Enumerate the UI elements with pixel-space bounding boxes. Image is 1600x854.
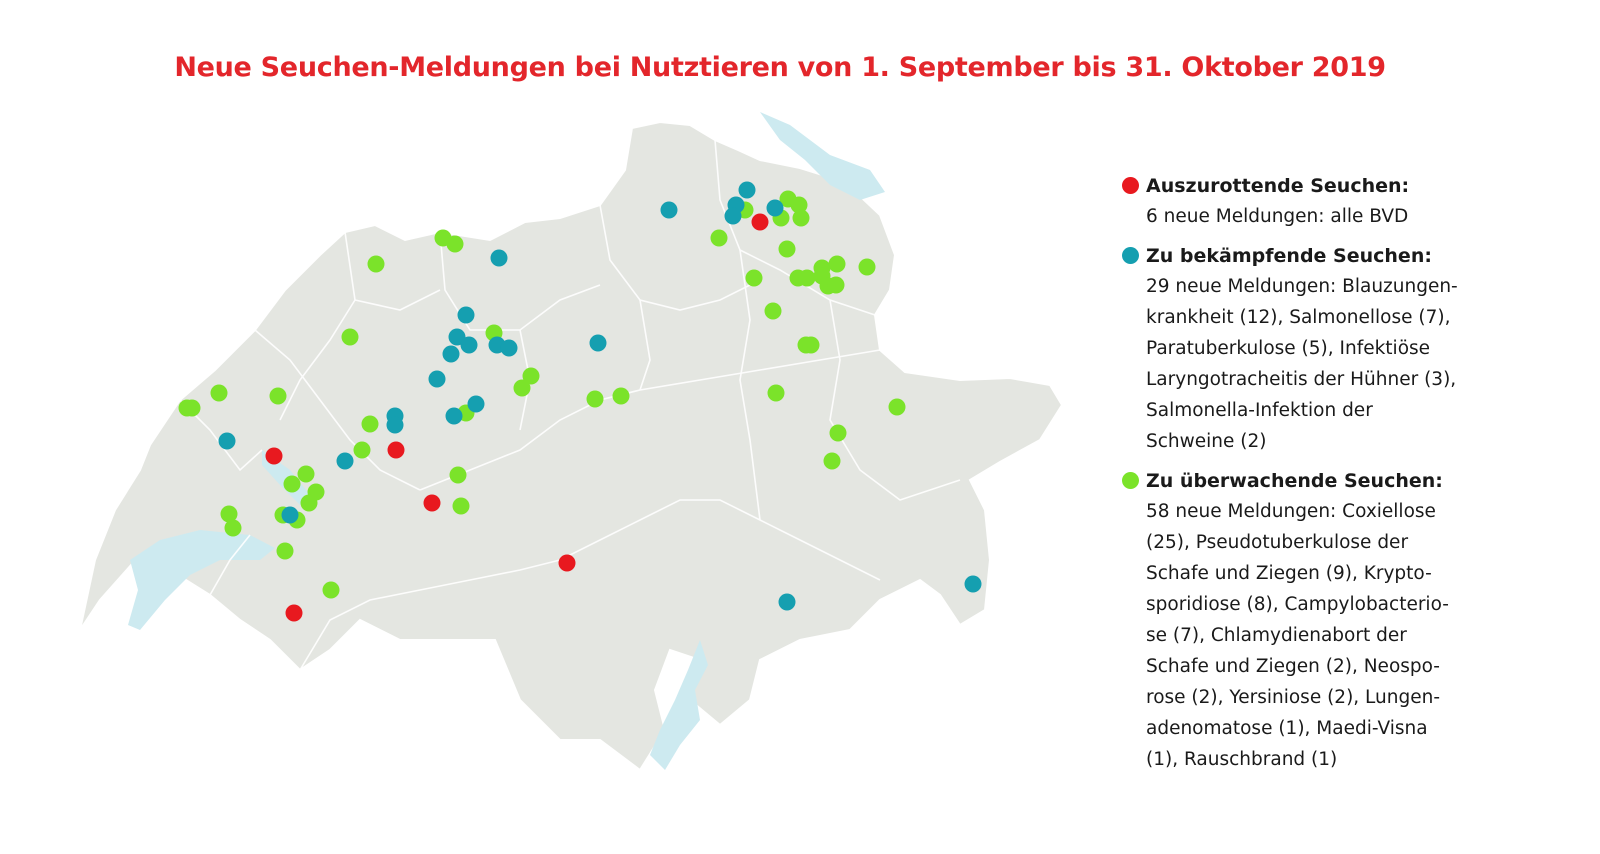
monitor-report-marker xyxy=(341,328,359,346)
monitor-report-marker xyxy=(778,240,796,258)
monitor-report-marker xyxy=(276,542,294,560)
combat-report-marker xyxy=(490,249,508,267)
monitor-report-marker xyxy=(522,367,540,385)
monitor-report-marker xyxy=(297,465,315,483)
canton-borders xyxy=(179,139,961,671)
monitor-report-marker xyxy=(767,384,785,402)
monitor-report-marker xyxy=(858,258,876,276)
country-shape xyxy=(79,120,1064,772)
switzerland-map xyxy=(79,112,1064,772)
monitor-report-marker xyxy=(220,505,238,523)
combat-report-marker xyxy=(218,432,236,450)
monitor-report-marker xyxy=(888,398,906,416)
lake-constance xyxy=(760,112,885,200)
legend-line: adenomatose (1), Maedi-Visna xyxy=(1146,718,1428,739)
monitor-report-marker xyxy=(283,475,301,493)
monitor-report-marker xyxy=(745,269,763,287)
legend-line: Salmonella-Infektion der xyxy=(1146,400,1373,421)
combat-report-marker xyxy=(457,306,475,324)
monitor-report-marker xyxy=(828,255,846,273)
monitor-report-marker xyxy=(353,441,371,459)
monitor-report-marker xyxy=(790,196,808,214)
lake-geneva xyxy=(128,530,275,630)
monitor-report-marker xyxy=(322,581,340,599)
monitor-report-marker xyxy=(446,235,464,253)
monitor-report-marker xyxy=(210,384,228,402)
legend: Auszurottende Seuchen: 6 neue Meldungen:… xyxy=(1122,170,1592,783)
legend-line: sporidiose (8), Campylobacterio- xyxy=(1146,594,1449,615)
legend-line: Schafe und Ziegen (9), Krypto- xyxy=(1146,563,1432,584)
legend-monitor: Zu überwachende Seuchen: 58 neue Meldung… xyxy=(1122,465,1592,775)
monitor-report-marker xyxy=(764,302,782,320)
map-title: Neue Seuchen-Meldungen bei Nutztieren vo… xyxy=(174,52,1386,83)
lake-maggiore xyxy=(650,640,708,770)
legend-line: (1), Rauschbrand (1) xyxy=(1146,749,1338,770)
legend-line: Schafe und Ziegen (2), Neospo- xyxy=(1146,656,1440,677)
combat-report-marker xyxy=(964,575,982,593)
monitor-report-marker xyxy=(827,276,845,294)
legend-title: Auszurottende Seuchen: xyxy=(1146,174,1410,197)
legend-title: Zu bekämpfende Seuchen: xyxy=(1146,244,1432,267)
combat-report-marker xyxy=(724,207,742,225)
monitor-report-marker xyxy=(361,415,379,433)
monitor-report-marker xyxy=(452,497,470,515)
legend-line: 6 neue Meldungen: alle BVD xyxy=(1146,206,1409,227)
eradicate-report-marker xyxy=(387,441,405,459)
legend-line: krankheit (12), Salmonellose (7), xyxy=(1146,307,1451,328)
combat-report-marker xyxy=(500,339,518,357)
eradicate-report-marker xyxy=(423,494,441,512)
legend-eradicate: Auszurottende Seuchen: 6 neue Meldungen:… xyxy=(1122,170,1592,232)
legend-title: Zu überwachende Seuchen: xyxy=(1146,469,1443,492)
legend-combat: Zu bekämpfende Seuchen: 29 neue Meldunge… xyxy=(1122,240,1592,457)
legend-line: 29 neue Meldungen: Blauzungen- xyxy=(1146,276,1458,297)
legend-line: rose (2), Yersiniose (2), Lungen- xyxy=(1146,687,1441,708)
teal-dot-icon xyxy=(1122,247,1139,264)
monitor-report-marker xyxy=(792,209,810,227)
monitor-report-marker xyxy=(367,255,385,273)
eradicate-report-marker xyxy=(751,213,769,231)
combat-report-marker xyxy=(442,345,460,363)
combat-report-marker xyxy=(589,334,607,352)
combat-report-marker xyxy=(460,336,478,354)
combat-report-marker xyxy=(448,328,466,346)
eradicate-report-marker xyxy=(558,554,576,572)
monitor-report-marker xyxy=(513,379,531,397)
eradicate-report-marker xyxy=(285,604,303,622)
combat-report-marker xyxy=(428,370,446,388)
combat-report-marker xyxy=(778,593,796,611)
combat-report-marker xyxy=(386,416,404,434)
legend-line: Laryngotracheitis der Hühner (3), xyxy=(1146,369,1457,390)
legend-line: se (7), Chlamydienabort der xyxy=(1146,625,1407,646)
combat-report-marker xyxy=(281,506,299,524)
combat-report-marker xyxy=(467,395,485,413)
eradicate-report-marker xyxy=(265,447,283,465)
monitor-report-marker xyxy=(829,424,847,442)
legend-line: Schweine (2) xyxy=(1146,431,1267,452)
green-dot-icon xyxy=(1122,472,1139,489)
monitor-report-marker xyxy=(798,269,816,287)
monitor-report-marker xyxy=(224,519,242,537)
monitor-report-marker xyxy=(710,229,728,247)
monitor-report-marker xyxy=(823,452,841,470)
combat-report-marker xyxy=(766,199,784,217)
combat-report-marker xyxy=(336,452,354,470)
monitor-report-marker xyxy=(300,494,318,512)
monitor-report-marker xyxy=(178,399,196,417)
combat-report-marker xyxy=(445,407,463,425)
legend-line: 58 neue Meldungen: Coxiellose xyxy=(1146,501,1436,522)
monitor-report-marker xyxy=(449,466,467,484)
monitor-report-marker xyxy=(802,336,820,354)
legend-line: Paratuberkulose (5), Infektiöse xyxy=(1146,338,1431,359)
red-dot-icon xyxy=(1122,177,1139,194)
monitor-report-marker xyxy=(612,387,630,405)
combat-report-marker xyxy=(738,181,756,199)
monitor-report-marker xyxy=(586,390,604,408)
combat-report-marker xyxy=(660,201,678,219)
monitor-report-marker xyxy=(269,387,287,405)
legend-line: (25), Pseudotuberkulose der xyxy=(1146,532,1409,553)
